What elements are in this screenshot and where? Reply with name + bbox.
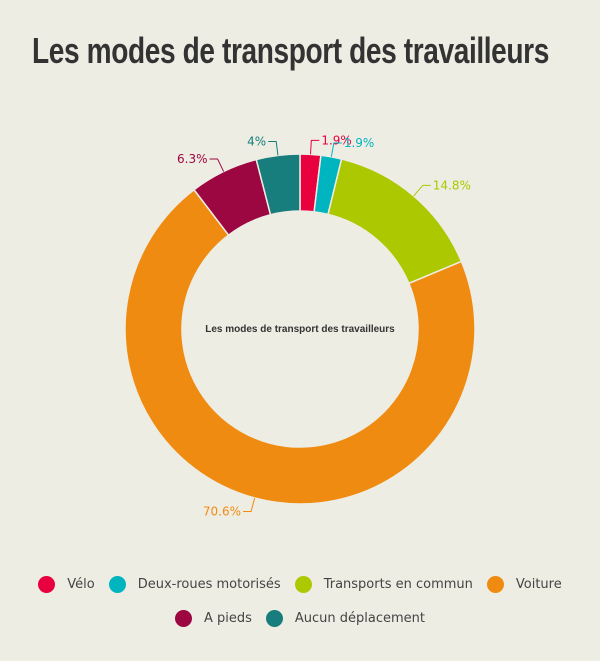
data-label-4: 6.3% [177, 152, 208, 166]
legend-label: Deux-roues motorisés [137, 577, 281, 592]
legend-label: Transports en commun [323, 577, 473, 592]
legend-item[interactable]: Transports en commun [294, 576, 473, 593]
leader-line-0 [309, 139, 320, 155]
legend-label: Voiture [515, 577, 562, 592]
legend-item[interactable]: Voiture [486, 576, 562, 593]
legend-label: Aucun déplacement [294, 611, 426, 626]
legend-label: A pieds [203, 611, 252, 626]
data-label-2: 14.8% [433, 178, 471, 192]
slice-3 [124, 188, 476, 505]
leader-line-5 [268, 141, 279, 156]
page-title: Les modes de transport des travailleurs [32, 30, 549, 71]
data-label-3: 70.6% [203, 505, 241, 519]
legend-label: Vélo [67, 577, 95, 592]
data-label-1: 1.9% [344, 136, 375, 150]
legend-item[interactable]: Deux-roues motorisés [108, 576, 281, 593]
leader-line-2 [413, 184, 431, 197]
legend-item[interactable]: Aucun déplacement [265, 610, 426, 627]
legend-swatch [174, 610, 192, 627]
data-label-0: 1.9% [321, 133, 352, 147]
legend-row-1: Vélo Deux-roues motorisés Transports en co… [0, 576, 600, 593]
legend-item[interactable]: A pieds [174, 610, 252, 627]
legend-row-2: A pieds Aucun déplacement [0, 610, 600, 627]
data-label-5: 4% [247, 135, 266, 149]
slice-5 [255, 153, 301, 216]
leader-line-4 [209, 158, 225, 172]
center-label: Les modes de transport des travailleurs [205, 324, 395, 335]
leader-line-1 [330, 142, 342, 157]
legend-swatch [108, 576, 126, 593]
legend-swatch [486, 576, 504, 593]
legend-swatch [265, 610, 283, 627]
legend-swatch [294, 576, 312, 593]
donut-chart: 1.9%1.9% 14.8% 70.6% 6.3% 4% Les modes de tra… [124, 133, 476, 519]
leader-line-3 [243, 497, 256, 513]
legend-swatch [38, 576, 56, 593]
legend-item[interactable]: Vélo [38, 576, 95, 593]
